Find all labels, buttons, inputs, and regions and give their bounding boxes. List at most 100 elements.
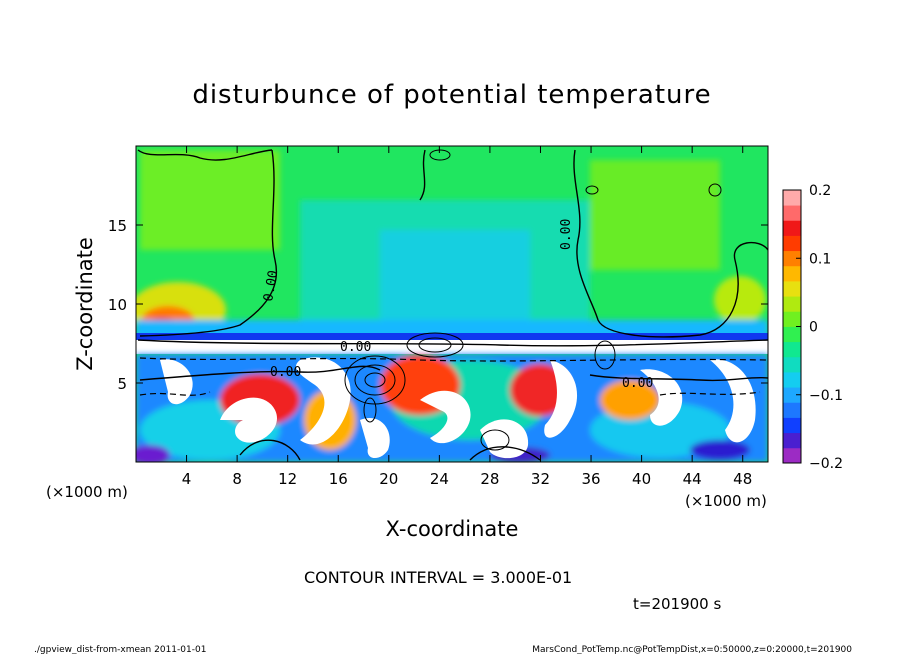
contour-label-1: 0.00 <box>261 269 281 302</box>
x-tick-label-0: 4 <box>182 470 192 488</box>
contour-upper-left <box>139 149 278 337</box>
plot-area: 0.00 0.00 0.00 0.00 0.00 <box>136 146 768 462</box>
lower-purple-1 <box>136 445 170 462</box>
colorbar-segment-5 <box>783 372 801 388</box>
y-tick-label-0: 5 <box>117 375 127 393</box>
contour-label-5: 0.00 <box>622 376 653 391</box>
colorbar-tick-label-2: 0 <box>809 320 818 336</box>
x-tick-label-4: 20 <box>379 470 398 488</box>
colorbar-tick-label-3: −0.1 <box>809 388 843 404</box>
upper-center-cyan-2 <box>380 230 530 320</box>
x-tick-label-6: 28 <box>480 470 499 488</box>
colorbar-segment-15 <box>783 220 801 236</box>
contour-label-4: 0.00 <box>340 340 371 355</box>
x-unit-left: (×1000 m) <box>46 483 128 501</box>
upper-right-green <box>590 160 720 270</box>
swirl-3 <box>420 390 471 444</box>
colorbar-segment-10 <box>783 296 801 312</box>
cluster-7a <box>585 185 599 195</box>
swirl-1 <box>220 397 277 443</box>
chart-title: disturbunce of potential temperature <box>192 80 711 110</box>
x-unit-right: (×1000 m) <box>685 492 767 510</box>
contour-left-vertical <box>137 149 273 161</box>
dashed-2 <box>139 391 211 396</box>
x-axis-label: X-coordinate <box>386 517 519 541</box>
contour-lines <box>137 149 768 461</box>
contour-interval: CONTOUR INTERVAL = 3.000E-01 <box>304 568 572 587</box>
cluster-6a <box>429 149 451 161</box>
colorbar-segment-8 <box>783 326 801 343</box>
contour-lower-2 <box>589 374 768 382</box>
contour-center <box>419 149 426 201</box>
inversion-blue-band <box>136 333 768 341</box>
footer-left: ./gpview_dist-from-xmean 2011-01-01 <box>34 645 206 654</box>
colorbar-tick-label-0: 0.2 <box>809 183 831 199</box>
colorbar-segment-12 <box>783 265 801 282</box>
cluster-1b <box>354 364 396 396</box>
colorbar-segment-2 <box>783 417 801 434</box>
colorbar-segment-0 <box>783 447 801 464</box>
contour-upper-right <box>573 149 768 338</box>
colorbar-segment-14 <box>783 235 801 252</box>
colorbar-ticks: 0.2 0.1 0 −0.1 −0.2 <box>796 183 843 472</box>
contour-inversion <box>137 339 768 347</box>
colorbar-segment-17 <box>783 190 801 206</box>
cluster-1c <box>364 372 386 388</box>
contour-label-2: 0.00 <box>559 219 574 250</box>
warm-blob-right <box>714 276 766 324</box>
swirl-6 <box>640 369 683 426</box>
contour-clusters <box>344 149 722 451</box>
swirl-2 <box>295 357 351 445</box>
lower-purple-2 <box>690 440 750 460</box>
colorbar-segment-4 <box>783 387 801 403</box>
footer-right: MarsCond_PotTemp.nc@PotTempDist,x=0:5000… <box>532 645 852 654</box>
colorbar-segment-13 <box>783 250 801 267</box>
colorbar-segment-11 <box>783 281 801 297</box>
colorbar-tick-label-1: 0.1 <box>809 251 831 267</box>
colorbar-segment-3 <box>783 402 801 418</box>
contour-label-group: 0.00 0.00 0.00 0.00 0.00 <box>261 219 653 391</box>
lower-red-3 <box>510 364 570 416</box>
x-tick-label-9: 40 <box>632 470 651 488</box>
swirl-5 <box>544 360 578 438</box>
contour-lower-1 <box>139 365 381 381</box>
swirl-7 <box>710 359 756 443</box>
x-tick-label-10: 44 <box>683 470 702 488</box>
x-tick-label-3: 16 <box>329 470 348 488</box>
y-tick-label-1: 10 <box>108 296 127 314</box>
y-axis-ticks: 5 10 15 <box>108 217 768 393</box>
contour-label-3: 0.00 <box>270 365 301 380</box>
dashed-1 <box>139 357 768 362</box>
colorbar-segment-6 <box>783 356 801 373</box>
colorbar-segment-1 <box>783 432 801 449</box>
cluster-8a <box>708 183 722 197</box>
x-axis-ticks: 4 8 12 16 20 24 28 32 36 40 44 48 <box>182 146 752 488</box>
swirl-8 <box>160 359 193 405</box>
x-tick-label-5: 24 <box>430 470 449 488</box>
x-tick-label-7: 32 <box>531 470 550 488</box>
colorbar-segment-9 <box>783 311 801 327</box>
x-tick-label-1: 8 <box>232 470 242 488</box>
lower-orange-2 <box>600 380 660 420</box>
colorbar-segment-16 <box>783 205 801 221</box>
y-tick-label-2: 15 <box>108 217 127 235</box>
contour-lower-3 <box>239 439 301 461</box>
x-tick-label-2: 12 <box>278 470 297 488</box>
y-axis-label: Z-coordinate <box>73 237 97 371</box>
colorbar-tick-label-4: −0.2 <box>809 456 843 472</box>
x-tick-label-8: 36 <box>581 470 600 488</box>
swirl-9 <box>360 418 390 459</box>
cluster-4a <box>480 429 510 451</box>
dashed-contours <box>139 357 768 396</box>
colorbar <box>783 190 801 464</box>
white-swirls <box>160 357 756 459</box>
time-label: t=201900 s <box>633 595 721 613</box>
upper-left-green <box>140 150 280 250</box>
cluster-2b <box>418 337 452 353</box>
cluster-5a <box>594 340 616 370</box>
x-tick-label-11: 48 <box>733 470 752 488</box>
cluster-3a <box>363 397 377 423</box>
cluster-2a <box>406 332 464 358</box>
colorbar-segment-7 <box>783 341 801 358</box>
